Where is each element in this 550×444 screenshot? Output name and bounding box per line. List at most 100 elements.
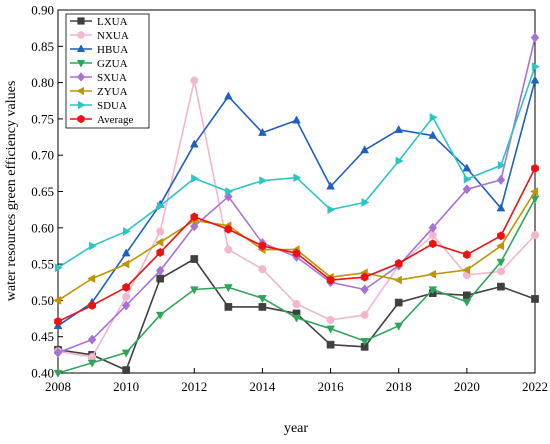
- legend-label: HBUA: [97, 44, 128, 56]
- y-tick-label: 0.70: [31, 148, 54, 163]
- data-point: [259, 176, 268, 185]
- data-point: [190, 255, 199, 263]
- data-point: [326, 315, 335, 325]
- data-point: [462, 184, 472, 195]
- legend-label: LXUA: [97, 16, 128, 28]
- data-point: [428, 130, 438, 139]
- y-tick-label: 0.65: [31, 184, 54, 199]
- series-layer: [53, 32, 540, 378]
- legend-item-lxua: LXUA: [70, 16, 128, 28]
- data-point: [360, 145, 370, 154]
- data-point: [190, 76, 199, 85]
- data-point: [497, 231, 505, 241]
- legend-item-average: Average: [70, 114, 134, 126]
- data-point: [87, 274, 96, 284]
- data-point: [463, 174, 472, 184]
- y-axis: 0.40 0.45 0.50 0.55 0.60 0.65 0.70 0.75 0.80 0.85…: [31, 3, 63, 381]
- data-point: [530, 187, 539, 196]
- data-point: [462, 298, 472, 307]
- data-point: [121, 349, 131, 358]
- data-point: [292, 300, 301, 309]
- data-point: [258, 303, 267, 311]
- y-tick-label: 0.85: [31, 39, 54, 54]
- data-point: [54, 263, 63, 273]
- data-point: [223, 91, 233, 100]
- data-point: [258, 241, 267, 251]
- data-point: [121, 300, 131, 311]
- x-tick-label: 2008: [45, 379, 71, 394]
- x-tick-label: 2018: [386, 379, 412, 394]
- legend-item-zyua: ZYUA: [70, 86, 128, 98]
- data-point: [292, 314, 301, 323]
- data-point: [531, 62, 540, 72]
- legend-swatch-marker: [77, 31, 85, 39]
- data-point: [394, 124, 404, 133]
- y-tick-label: 0.90: [31, 3, 54, 18]
- legend-swatch-marker: [77, 17, 85, 25]
- legend-label: NXUA: [97, 30, 129, 42]
- data-point: [258, 127, 267, 136]
- y-tick-label: 0.55: [31, 257, 54, 272]
- data-point: [530, 32, 540, 43]
- data-point: [361, 198, 370, 207]
- data-point: [292, 115, 301, 124]
- data-point: [223, 284, 233, 293]
- data-point: [157, 201, 166, 211]
- legend-label: SDUA: [97, 100, 127, 112]
- data-point: [496, 267, 505, 276]
- data-point: [224, 245, 233, 254]
- legend-swatch-marker: [78, 100, 86, 110]
- data-point: [88, 241, 97, 251]
- x-tick-label: 2014: [249, 379, 276, 394]
- data-point: [189, 286, 199, 295]
- data-point: [462, 265, 470, 275]
- series-gzua: [53, 195, 540, 378]
- data-point: [394, 298, 403, 307]
- x-tick-label: 2020: [454, 379, 480, 394]
- data-point: [360, 337, 370, 346]
- data-point: [155, 311, 165, 320]
- data-point: [428, 222, 438, 233]
- legend: LXUA NXUA HBUA GZUA SXUA ZYUA SDUA Average: [65, 13, 150, 129]
- data-point: [155, 265, 165, 276]
- data-point: [360, 284, 369, 295]
- x-tick-label: 2016: [318, 379, 345, 394]
- legend-swatch-marker: [77, 114, 85, 124]
- data-point: [429, 113, 438, 122]
- data-point: [428, 286, 438, 295]
- y-tick-label: 0.40: [31, 366, 54, 381]
- x-tick-label: 2012: [181, 379, 207, 394]
- data-point: [395, 156, 404, 166]
- y-axis-label: water resources green efficiency values: [4, 81, 19, 302]
- data-point: [88, 352, 97, 362]
- data-point: [462, 163, 472, 172]
- data-point: [122, 292, 131, 301]
- legend-item-sxua: SXUA: [70, 72, 127, 84]
- data-point: [53, 347, 63, 358]
- legend-item-gzua: GZUA: [70, 58, 128, 70]
- data-point: [224, 303, 233, 311]
- data-point: [292, 248, 301, 258]
- data-point: [496, 203, 506, 212]
- data-point: [428, 239, 437, 249]
- x-tick-label: 2010: [113, 379, 139, 394]
- x-axis: 2008 2010 2012 2014 2016 2018 2020 2022: [45, 368, 548, 394]
- data-point: [123, 227, 131, 236]
- data-point: [326, 325, 335, 334]
- data-point: [53, 369, 63, 378]
- data-point: [393, 275, 402, 285]
- data-point: [463, 250, 471, 260]
- y-tick-label: 0.50: [31, 293, 54, 308]
- data-point: [156, 274, 165, 283]
- data-point: [530, 231, 540, 240]
- data-point: [496, 174, 506, 185]
- data-point: [122, 282, 130, 292]
- data-point: [531, 295, 539, 303]
- legend-item-sdua: SDUA: [70, 100, 127, 112]
- data-point: [121, 248, 131, 257]
- data-point: [497, 160, 506, 170]
- y-tick-label: 0.45: [31, 329, 54, 344]
- data-point: [496, 241, 505, 251]
